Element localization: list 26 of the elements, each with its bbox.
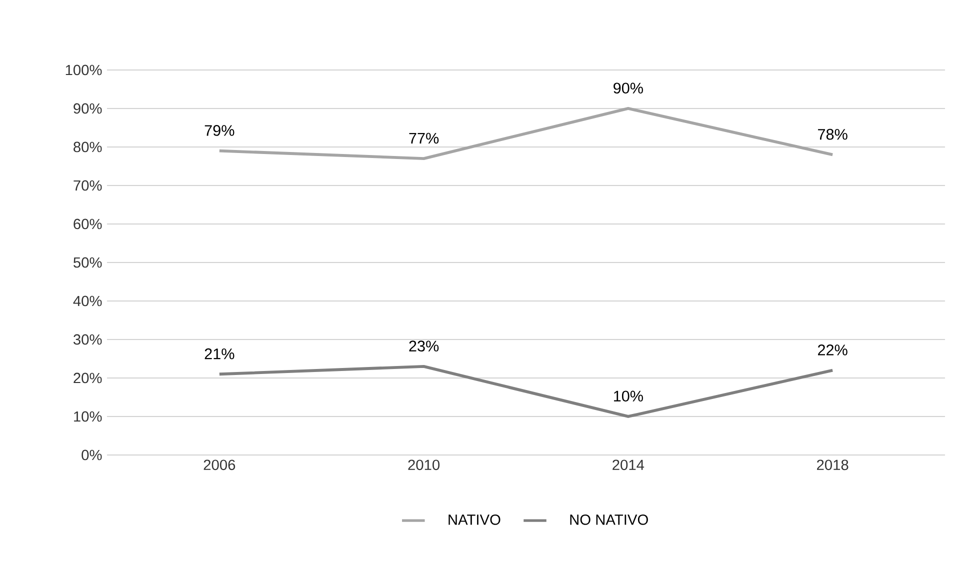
data-label: 79%	[204, 125, 234, 136]
data-label: 21%	[204, 348, 234, 360]
x-tick-label: 2006	[204, 460, 236, 470]
data-label: 10%	[614, 390, 643, 402]
data-label: 77%	[409, 132, 439, 144]
y-tick-label: 0%	[82, 450, 102, 460]
y-tick-label: 50%	[74, 257, 102, 268]
y-tick-label: 40%	[73, 296, 102, 306]
y-tick-label: 90%	[74, 103, 102, 114]
y-tick-label: 60%	[74, 218, 102, 230]
data-label: 90%	[614, 82, 643, 94]
y-tick-label: 10%	[74, 411, 102, 422]
data-label: 78%	[818, 128, 848, 140]
y-tick-label: 30%	[74, 334, 102, 345]
data-label: 23%	[409, 340, 439, 352]
legend-label: NO NATIVO	[570, 514, 648, 525]
x-tick-label: 2018	[817, 460, 848, 470]
legend-label: NATIVO	[448, 514, 500, 525]
y-tick-label: 80%	[74, 142, 102, 152]
x-tick-label: 2010	[408, 460, 440, 470]
x-tick-label: 2014	[612, 460, 644, 470]
y-tick-label: 70%	[74, 180, 102, 191]
data-label: 22%	[818, 344, 848, 356]
y-tick-label: 20%	[74, 372, 102, 384]
line-series	[218, 364, 834, 418]
y-tick-label: 100%	[66, 64, 102, 76]
